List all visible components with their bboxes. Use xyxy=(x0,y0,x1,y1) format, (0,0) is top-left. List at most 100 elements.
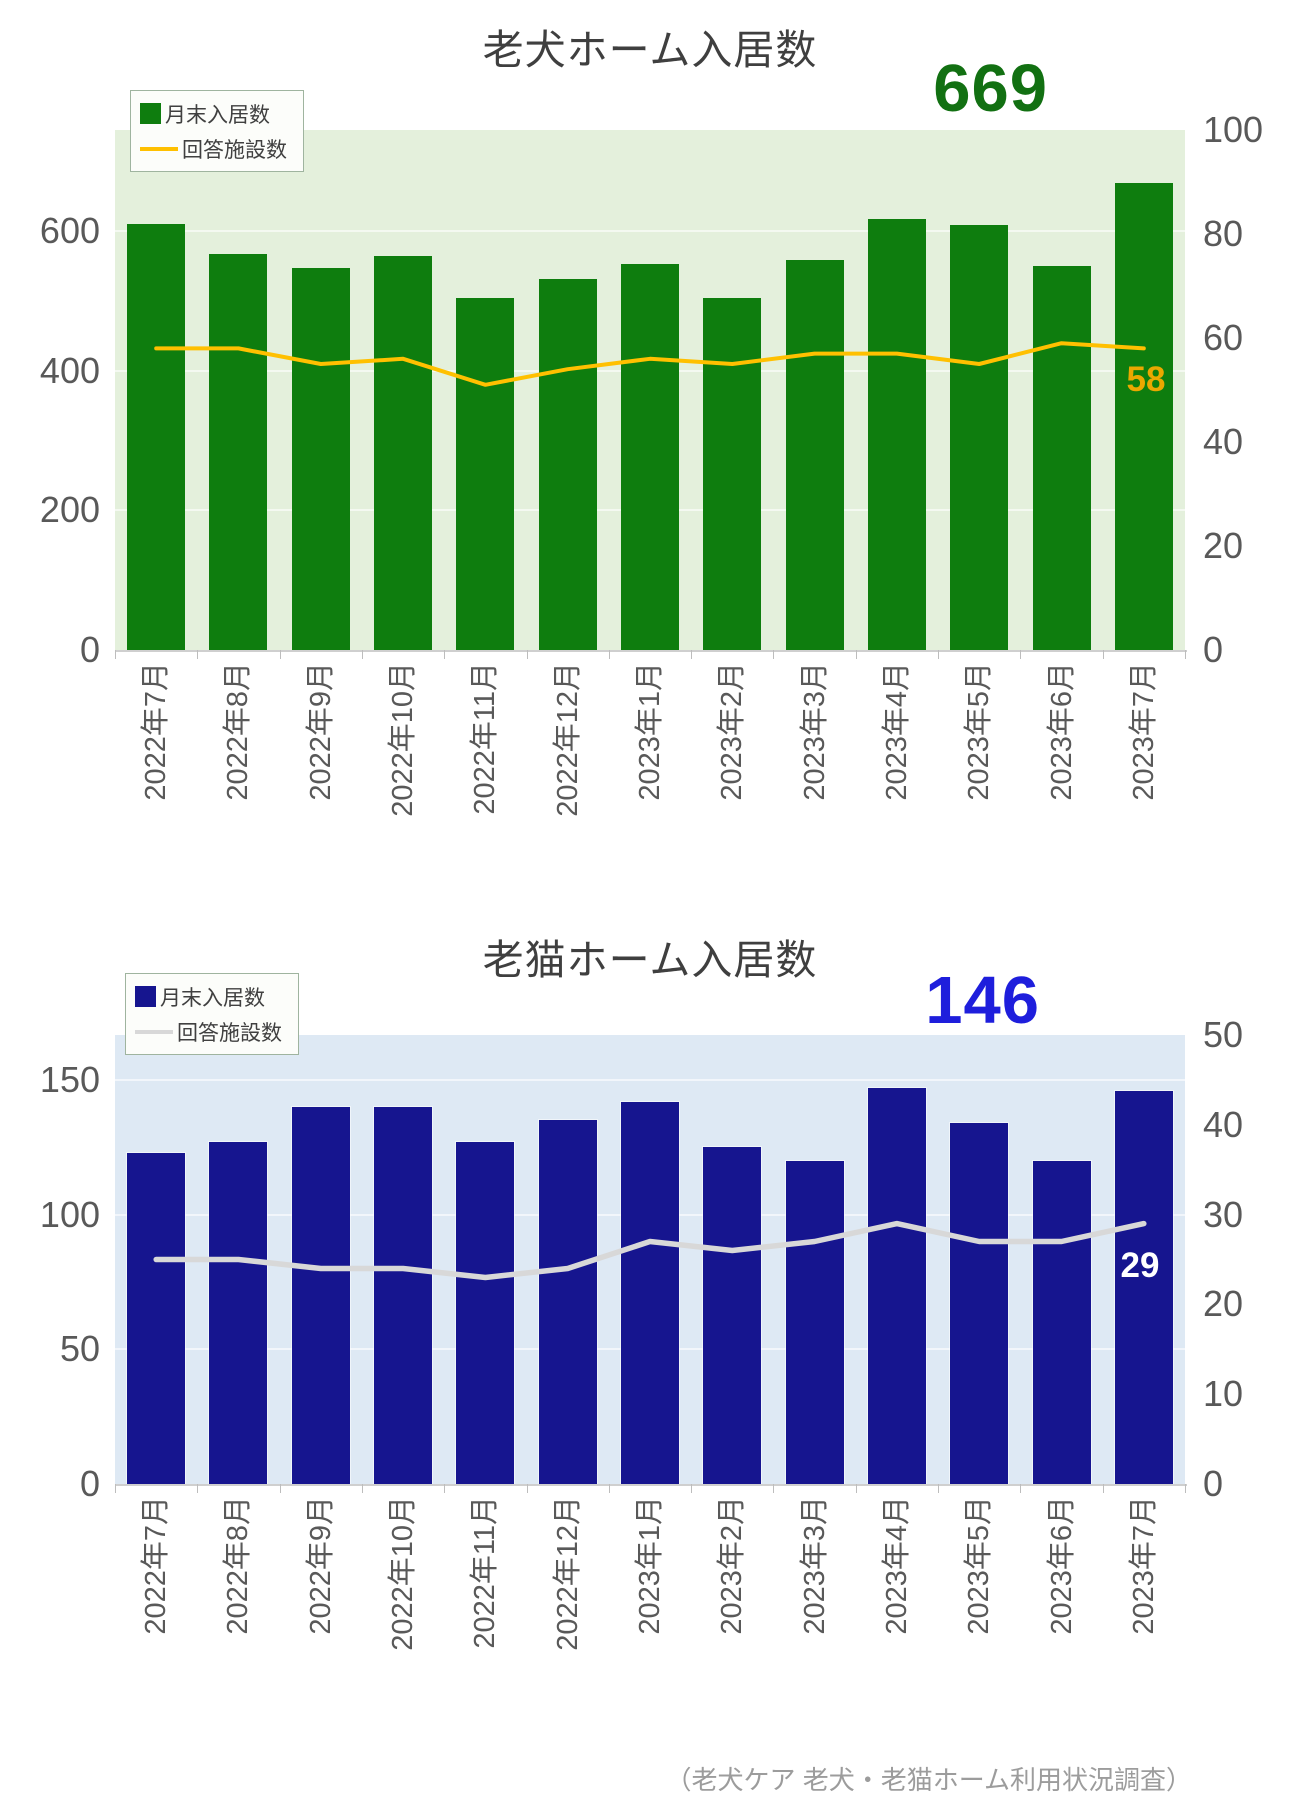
bar xyxy=(703,1147,762,1484)
bar xyxy=(456,297,515,650)
left-axis-tick-label: 0 xyxy=(79,629,100,670)
bar xyxy=(867,218,926,650)
x-axis-label: 2023年2月 xyxy=(716,1496,749,1635)
x-axis-label: 2023年3月 xyxy=(798,662,831,801)
right-axis-tick-label: 40 xyxy=(1203,1103,1244,1145)
bar xyxy=(621,1101,679,1484)
gridline xyxy=(115,230,1185,233)
cat-line-end-label: 29 xyxy=(1120,1246,1160,1285)
legend-label: 回答施設数 xyxy=(182,138,287,162)
legend-label: 月末入居数 xyxy=(165,103,270,127)
x-axis-label: 2022年11月 xyxy=(469,662,502,815)
right-axis-tick-label: 50 xyxy=(1203,1014,1244,1055)
left-axis-tick-label: 0 xyxy=(79,1463,100,1504)
bar xyxy=(127,1152,186,1484)
right-axis-tick-label: 60 xyxy=(1203,317,1244,358)
left-axis-tick-label: 200 xyxy=(39,489,100,531)
bar-swatch-icon xyxy=(140,103,161,124)
bar xyxy=(456,1141,515,1484)
gridline xyxy=(115,1078,1185,1081)
axis-tick xyxy=(444,650,446,659)
legend-item-bars: 月末入居数 xyxy=(140,98,287,129)
bar xyxy=(291,268,350,650)
bar xyxy=(209,253,268,650)
bar xyxy=(127,224,186,650)
x-axis-label: 2022年8月 xyxy=(222,1496,255,1635)
x-axis-label: 2023年5月 xyxy=(963,662,996,801)
axis-tick xyxy=(855,650,857,659)
axis-tick xyxy=(773,1484,775,1493)
dog-chart-legend: 月末入居数 回答施設数 xyxy=(130,90,304,172)
axis-tick xyxy=(938,1484,940,1493)
legend-item-line: 回答施設数 xyxy=(140,133,287,164)
x-axis-label: 2022年11月 xyxy=(469,1496,502,1649)
axis-tick xyxy=(608,1484,610,1493)
cat-chart-title: 老猫ホーム入居数 xyxy=(482,937,818,983)
axis-tick xyxy=(855,1484,857,1493)
bar xyxy=(538,279,597,650)
legend-item-bars: 月末入居数 xyxy=(135,981,282,1012)
axis-tick xyxy=(691,1484,693,1493)
axis-tick xyxy=(938,650,940,659)
bar xyxy=(1032,266,1091,650)
dog-chart-title: 老犬ホーム入居数 xyxy=(482,27,818,73)
axis-tick xyxy=(1185,650,1186,659)
axis-tick xyxy=(1102,650,1104,659)
dog-chart-plot-area xyxy=(115,130,1185,650)
right-axis-tick-label: 30 xyxy=(1203,1193,1244,1235)
left-axis-tick-label: 100 xyxy=(39,1193,100,1235)
axis-tick xyxy=(197,1484,199,1493)
axis-tick xyxy=(1020,650,1022,659)
left-axis-tick-label: 150 xyxy=(39,1058,100,1100)
axis-tick xyxy=(361,1484,363,1493)
x-axis-label: 2023年1月 xyxy=(634,1496,666,1635)
bar xyxy=(374,1106,433,1484)
x-axis-label: 2023年5月 xyxy=(963,1496,996,1635)
bar xyxy=(621,264,679,650)
bar xyxy=(1114,183,1173,650)
axis-tick xyxy=(773,650,775,659)
bar xyxy=(538,1120,597,1484)
bar xyxy=(374,256,433,650)
axis-tick xyxy=(691,650,693,659)
cat-chart-plot-area xyxy=(115,1035,1185,1484)
source-caption: （老犬ケア 老犬・老猫ホーム利用状況調査） xyxy=(665,1765,1192,1795)
line-series xyxy=(154,341,1146,387)
x-axis-line xyxy=(115,650,1187,652)
cat-chart-legend: 月末入居数 回答施設数 xyxy=(125,973,299,1055)
left-axis-tick-label: 600 xyxy=(39,210,100,252)
dog-line-end-label: 58 xyxy=(1126,360,1166,399)
legend-label: 回答施設数 xyxy=(177,1021,282,1045)
x-axis-label: 2022年10月 xyxy=(387,1496,420,1651)
axis-tick xyxy=(115,1484,116,1493)
x-axis-label: 2023年6月 xyxy=(1045,1496,1078,1635)
right-axis-tick-label: 10 xyxy=(1203,1373,1244,1415)
bar xyxy=(867,1088,926,1484)
x-axis-label: 2023年4月 xyxy=(880,662,913,801)
bar xyxy=(1114,1090,1173,1484)
x-axis-label: 2022年10月 xyxy=(387,662,420,817)
axis-tick xyxy=(197,650,199,659)
axis-tick xyxy=(608,650,610,659)
line-swatch-icon xyxy=(140,146,178,151)
dog-latest-value: 669 xyxy=(933,51,1048,126)
line-swatch-icon xyxy=(135,1029,173,1034)
x-axis-label: 2022年9月 xyxy=(304,1496,337,1635)
axis-tick xyxy=(279,1484,281,1493)
x-axis-label: 2023年1月 xyxy=(634,662,666,801)
x-axis-label: 2023年3月 xyxy=(798,1496,831,1635)
bar xyxy=(785,259,844,650)
bar xyxy=(703,297,762,650)
bar xyxy=(950,1123,1009,1484)
axis-tick xyxy=(1020,1484,1022,1493)
x-axis-label: 2022年12月 xyxy=(551,662,584,817)
axis-tick xyxy=(526,1484,528,1493)
right-axis-tick-label: 100 xyxy=(1203,109,1264,150)
x-axis-label: 2022年7月 xyxy=(140,1496,173,1635)
bar xyxy=(785,1160,844,1484)
line-series xyxy=(153,1220,1147,1281)
x-axis-label: 2022年9月 xyxy=(304,662,337,801)
left-axis-tick-label: 50 xyxy=(59,1328,100,1370)
left-axis-tick-label: 400 xyxy=(39,349,100,391)
axis-tick xyxy=(361,650,363,659)
